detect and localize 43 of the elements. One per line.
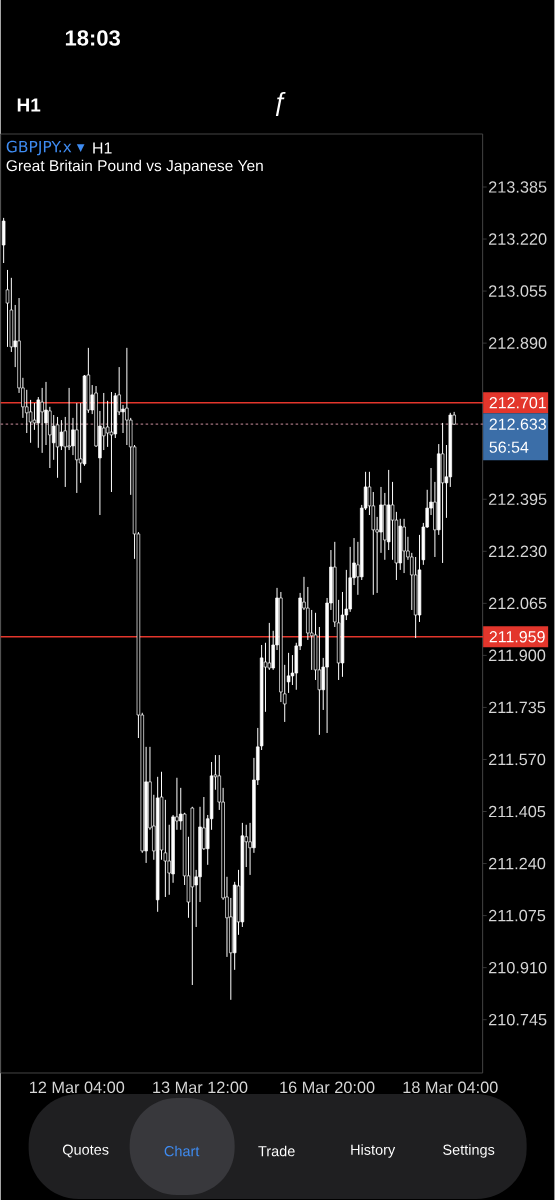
- x-tick-label: 18 Mar 04:00: [403, 1081, 498, 1094]
- y-tick-label: 212.890: [489, 337, 547, 349]
- y-tick-label: 211.735: [489, 701, 546, 714]
- candlestick: [5, 269, 10, 348]
- y-tick-label: 210.910: [489, 961, 547, 974]
- y-tick-label: 213.055: [489, 285, 547, 297]
- y-tick-label: 211.240: [489, 857, 546, 870]
- y-tick-label: 210.745: [489, 1013, 547, 1026]
- candlestick: [2, 217, 6, 264]
- text: ƒ: [276, 92, 286, 116]
- text: Quotes: [63, 1144, 109, 1158]
- ref-line-label: 211.959: [489, 631, 545, 643]
- y-tick-label: 211.075: [489, 909, 546, 922]
- y-tick-label: 212.065: [489, 597, 547, 610]
- y-tick-label: 211.405: [489, 805, 546, 818]
- y-tick-label: 212.395: [489, 493, 547, 506]
- text: History: [351, 1144, 396, 1158]
- candlestick: [402, 518, 406, 574]
- y-tick-label: 213.385: [489, 181, 547, 193]
- text: H1: [17, 98, 41, 112]
- text: 18:03: [66, 30, 121, 46]
- candlestick: [59, 419, 64, 451]
- x-tick-label: 13 Mar 12:00: [153, 1081, 248, 1094]
- y-tick-label: 211.900: [489, 649, 546, 662]
- text: Settings: [443, 1144, 495, 1158]
- x-tick-label: 12 Mar 04:00: [30, 1081, 125, 1094]
- y-tick-label: 212.230: [489, 545, 547, 558]
- text: Chart: [164, 1145, 200, 1157]
- x-tick-label: 16 Mar 20:00: [280, 1081, 375, 1094]
- ref-line-label: 212.633: [489, 418, 547, 430]
- ref-line-label: 212.701: [489, 397, 547, 409]
- candlestick: [55, 416, 60, 479]
- text: 56:54: [489, 441, 529, 453]
- y-tick-label: 211.570: [489, 753, 546, 766]
- candlestick: [36, 396, 41, 449]
- annotation: H1: [93, 142, 112, 154]
- candlestick: [67, 387, 72, 451]
- y-tick-label: 213.220: [489, 233, 547, 245]
- text: Trade: [258, 1145, 295, 1157]
- candlestick: [29, 399, 33, 444]
- candlestick: [287, 652, 291, 694]
- text: Great Britain Pound vs Japanese Yen: [6, 159, 263, 175]
- chart-title: GBPJPY.x ▾: [6, 140, 85, 156]
